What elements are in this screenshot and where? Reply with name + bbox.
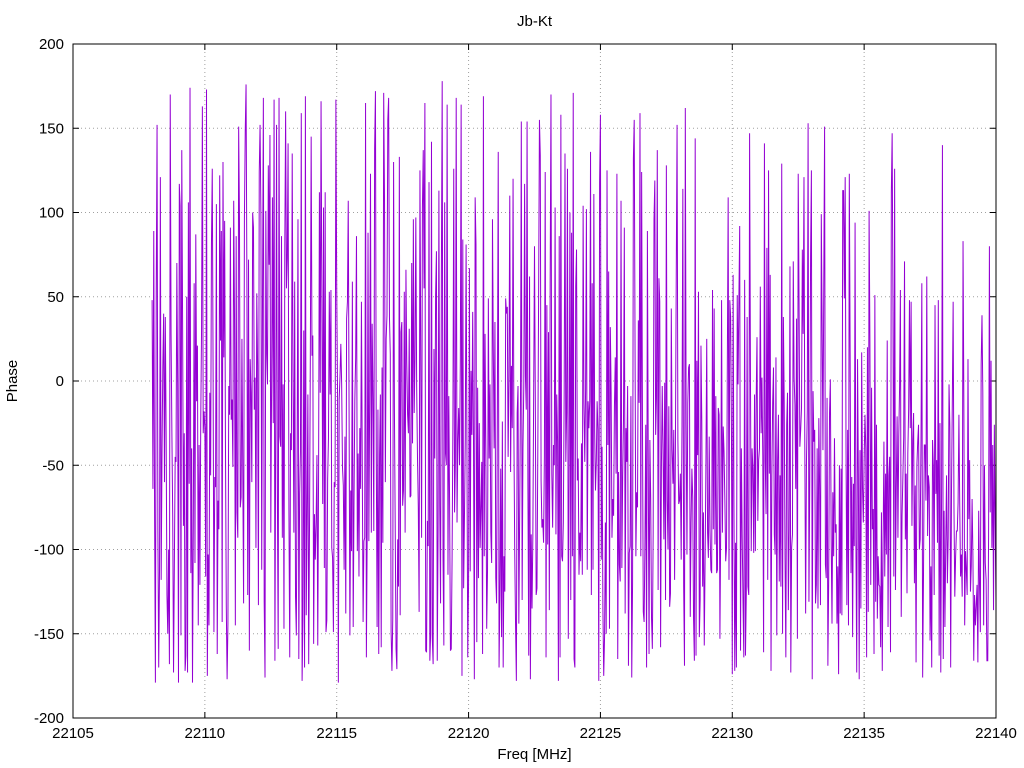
x-tick-label: 22120 [448, 725, 490, 742]
x-tick-label: 22130 [711, 725, 753, 742]
series-group [151, 81, 997, 683]
x-tick-label: 22125 [580, 725, 622, 742]
y-tick-label: -200 [34, 710, 64, 727]
y-tick-label: -150 [34, 626, 64, 643]
x-tick-label: 22140 [975, 725, 1017, 742]
y-tick-label: 150 [39, 120, 64, 137]
plot-frame [72, 43, 997, 719]
y-tick-label: 200 [39, 36, 64, 53]
x-tick-label: 22110 [185, 725, 226, 742]
phase-series-line [151, 81, 997, 683]
x-tick-label: 22105 [52, 725, 94, 742]
y-tick-label: 50 [47, 289, 64, 306]
y-tick-labels: -200 -150 -100 -50 0 50 100 150 200 [34, 36, 64, 727]
chart-title: Jb-Kt [517, 13, 553, 30]
y-tick-label: -50 [42, 457, 64, 474]
x-tick-label: 22135 [843, 725, 885, 742]
y-axis-label: Phase [4, 360, 21, 403]
y-tick-label: 0 [56, 373, 64, 390]
y-tick-label: -100 [34, 542, 64, 559]
x-tick-label: 22115 [316, 725, 357, 742]
x-axis-label: Freq [MHz] [497, 746, 571, 763]
x-tick-labels: 22105 22110 22115 22120 22125 22130 22135 22140 [52, 725, 1017, 742]
y-tick-label: 100 [39, 205, 64, 222]
